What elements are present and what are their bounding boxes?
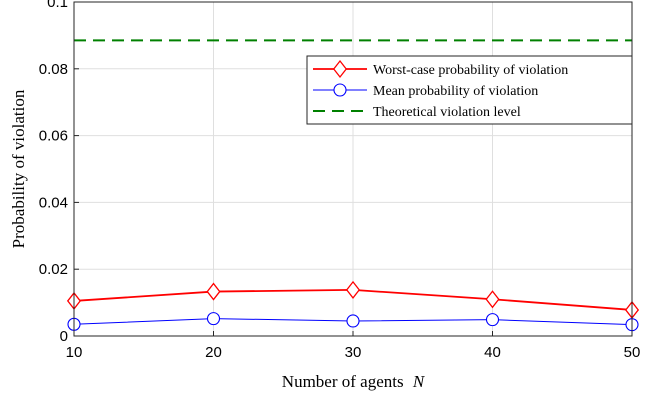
legend-marker: [333, 83, 347, 97]
x-tick-label: 50: [624, 344, 641, 361]
x-tick-label: 10: [66, 344, 83, 361]
y-tick-label: 0.08: [39, 61, 68, 78]
axis-ticks: 10 20 30 40 50 0 0.02 0.04 0.06 0.08 0.1: [39, 0, 641, 361]
y-tick-label: 0: [60, 328, 68, 345]
y-axis-label: Probability of violation: [9, 89, 28, 248]
x-tick-label: 40: [484, 344, 501, 361]
y-tick-label: 0.04: [39, 194, 68, 211]
y-tick-label: 0.06: [39, 128, 68, 145]
x-axis-label-variable: N: [412, 372, 426, 391]
x-axis-label: Number of agents N: [282, 372, 426, 391]
x-axis-label-text: Number of agents: [282, 372, 404, 391]
legend: Worst-case probability of violation Mean …: [306, 55, 633, 125]
legend-entry: Theoretical violation level: [313, 105, 521, 120]
x-tick-label: 30: [345, 344, 362, 361]
legend-label: Mean probability of violation: [373, 84, 538, 99]
y-tick-label: 0.02: [39, 261, 68, 278]
y-tick-label: 0.1: [47, 0, 68, 11]
series-point: [345, 280, 361, 299]
legend-label: Theoretical violation level: [373, 105, 521, 120]
series-point: [485, 290, 500, 309]
legend-entry: Mean probability of violation: [313, 83, 538, 99]
legend-marker: [332, 59, 348, 79]
series-point: [346, 314, 360, 328]
series-point: [485, 313, 500, 327]
series-point: [206, 312, 221, 326]
legend-label: Worst-case probability of violation: [373, 63, 568, 78]
legend-entry: Worst-case probability of violation: [313, 59, 568, 79]
x-tick-label: 20: [205, 344, 222, 361]
series-point: [206, 282, 221, 301]
